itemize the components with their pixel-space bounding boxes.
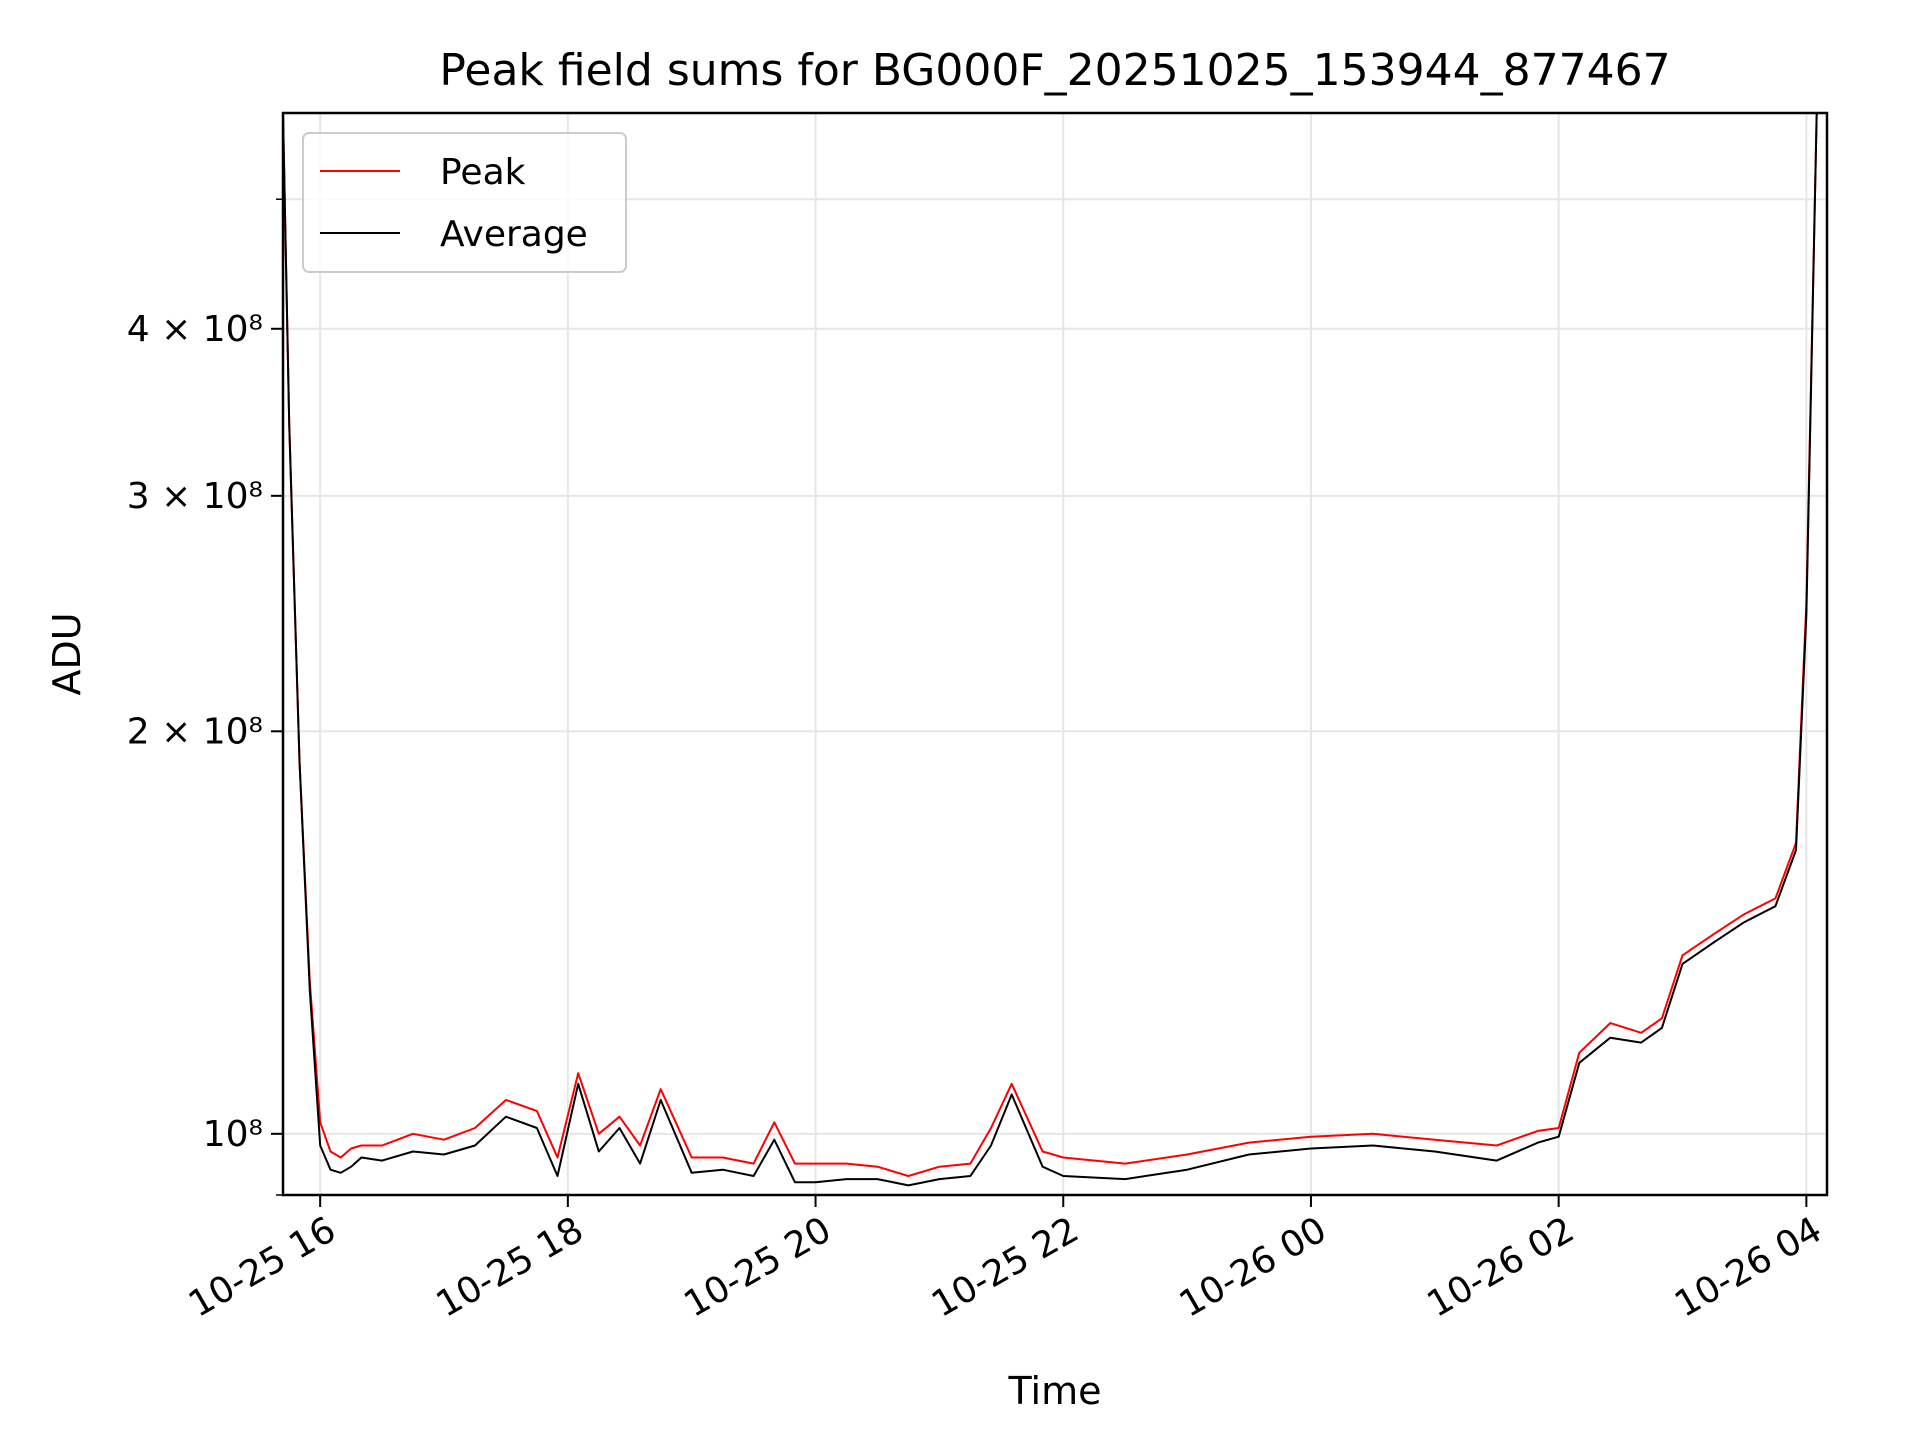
series-line-average	[283, 113, 1818, 1187]
series-line-peak	[283, 113, 1818, 1177]
chart-title: Peak field sums for BG000F_20251025_1539…	[439, 45, 1670, 96]
y-tick-label: 4 × 10⁸	[127, 309, 263, 350]
axes-frame	[281, 111, 1829, 1197]
legend-label: Average	[440, 214, 588, 255]
legend-label: Peak	[440, 152, 526, 193]
plot-area	[283, 113, 1818, 1187]
y-axis-label: ADU	[45, 612, 89, 695]
y-tick-label: 2 × 10⁸	[127, 711, 263, 752]
legend-frame	[302, 132, 627, 273]
y-axis: 10⁸ 2 × 10⁸ 3 × 10⁸ 4 × 10⁸	[127, 198, 283, 1196]
y-tick-label: 3 × 10⁸	[127, 476, 263, 517]
legend: Peak Average	[302, 132, 627, 273]
x-axis-label: Time	[1008, 1369, 1102, 1413]
y-tick-label: 10⁸	[203, 1114, 263, 1155]
